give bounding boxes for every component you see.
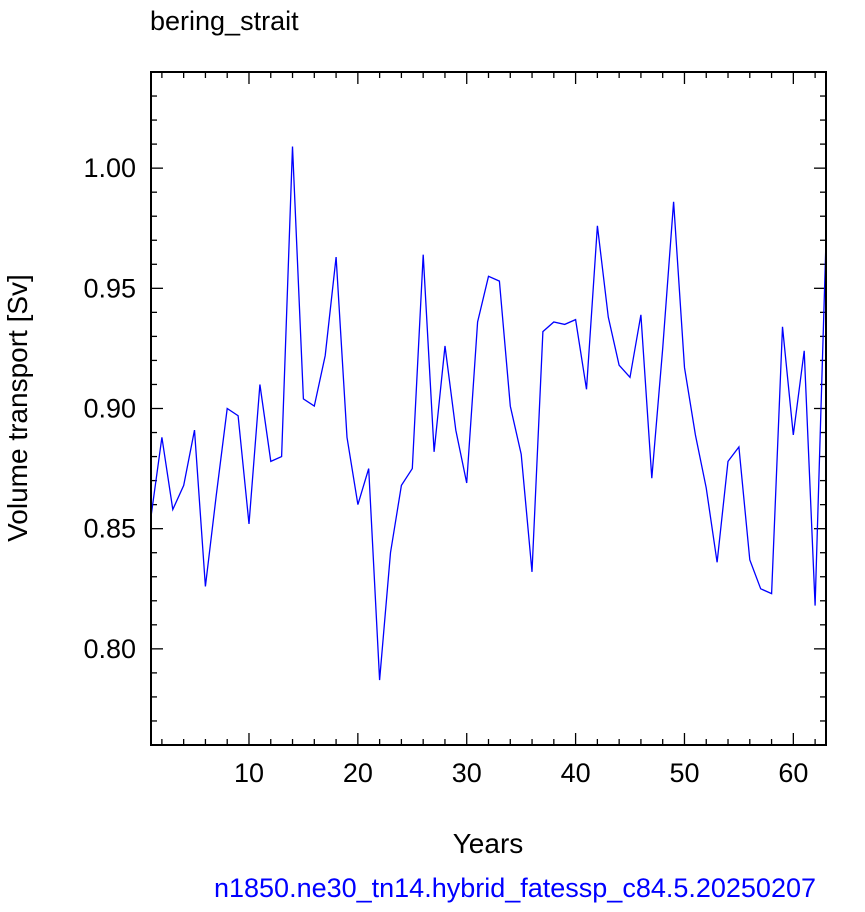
case-name-footer: n1850.ne30_tn14.hybrid_fatessp_c84.5.202… — [214, 873, 816, 903]
axis-ticks — [151, 71, 826, 746]
y-tick-label: 0.85 — [83, 514, 136, 544]
plot-frame — [150, 71, 827, 746]
axis-tick-labels: 10 20 30 40 50 60 0.80 0.85 0.90 0.95 1.00 — [83, 153, 808, 788]
y-tick-label: 0.90 — [83, 394, 136, 424]
series-line — [150, 146, 827, 681]
y-tick-label: 1.00 — [83, 153, 136, 183]
x-axis-label: Years — [453, 828, 524, 859]
chart-title: bering_strait — [150, 6, 299, 36]
y-axis-label: Volume transport [Sv] — [2, 274, 33, 542]
x-tick-label: 50 — [669, 758, 699, 788]
x-tick-label: 20 — [343, 758, 373, 788]
x-tick-label: 40 — [561, 758, 591, 788]
x-tick-label: 10 — [234, 758, 264, 788]
x-tick-label: 60 — [778, 758, 808, 788]
y-tick-label: 0.95 — [83, 273, 136, 303]
y-tick-label: 0.80 — [83, 634, 136, 664]
x-tick-label: 30 — [452, 758, 482, 788]
